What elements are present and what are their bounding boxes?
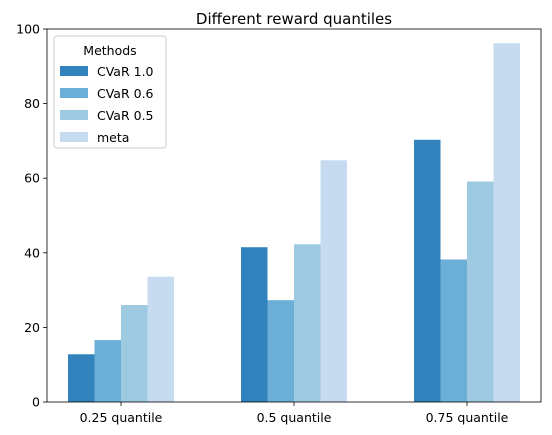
axes-group: 0 20 40 60 80 100 0.25 quantile 0.5 quantile 0.7…: [16, 22, 542, 425]
legend-swatch: [60, 66, 88, 76]
bar-meta-1: [320, 160, 347, 402]
bar-cvar-0-5-0: [121, 305, 148, 402]
legend-swatch: [60, 132, 88, 142]
y-tick-label: 100: [16, 22, 40, 37]
legend-label: CVaR 0.6: [97, 86, 154, 101]
y-tick-label: 20: [24, 320, 40, 335]
y-tick-label: 60: [24, 171, 40, 186]
x-tick-label: 0.5 quantile: [257, 410, 332, 425]
legend-swatch: [60, 88, 88, 98]
bar-cvar-1-0-2: [414, 139, 441, 402]
chart-title: Different reward quantiles: [196, 10, 392, 28]
legend-label: CVaR 1.0: [97, 64, 154, 79]
bar-cvar-1-0-1: [241, 247, 268, 402]
x-tick-label: 0.75 quantile: [426, 410, 509, 425]
y-tick-label: 40: [24, 245, 40, 260]
bar-cvar-0-5-2: [467, 181, 494, 402]
legend-title: Methods: [83, 43, 136, 58]
bar-meta-0: [147, 276, 174, 402]
legend-label: CVaR 0.5: [97, 108, 154, 123]
bars-group: [68, 43, 520, 402]
y-tick-label: 0: [32, 395, 40, 410]
legend-swatch: [60, 110, 88, 120]
y-tick-label: 80: [24, 96, 40, 111]
legend: Methods CVaR 1.0 CVaR 0.6 CVaR 0.5 meta: [53, 35, 167, 149]
bar-meta-2: [493, 43, 520, 402]
legend-label: meta: [97, 130, 129, 145]
bar-cvar-0-6-2: [440, 259, 467, 402]
bar-cvar-0-5-1: [294, 244, 321, 402]
bar-cvar-1-0-0: [68, 354, 95, 402]
bar-cvar-0-6-0: [94, 340, 121, 402]
x-tick-label: 0.25 quantile: [80, 410, 163, 425]
bar-cvar-0-6-1: [267, 300, 294, 402]
